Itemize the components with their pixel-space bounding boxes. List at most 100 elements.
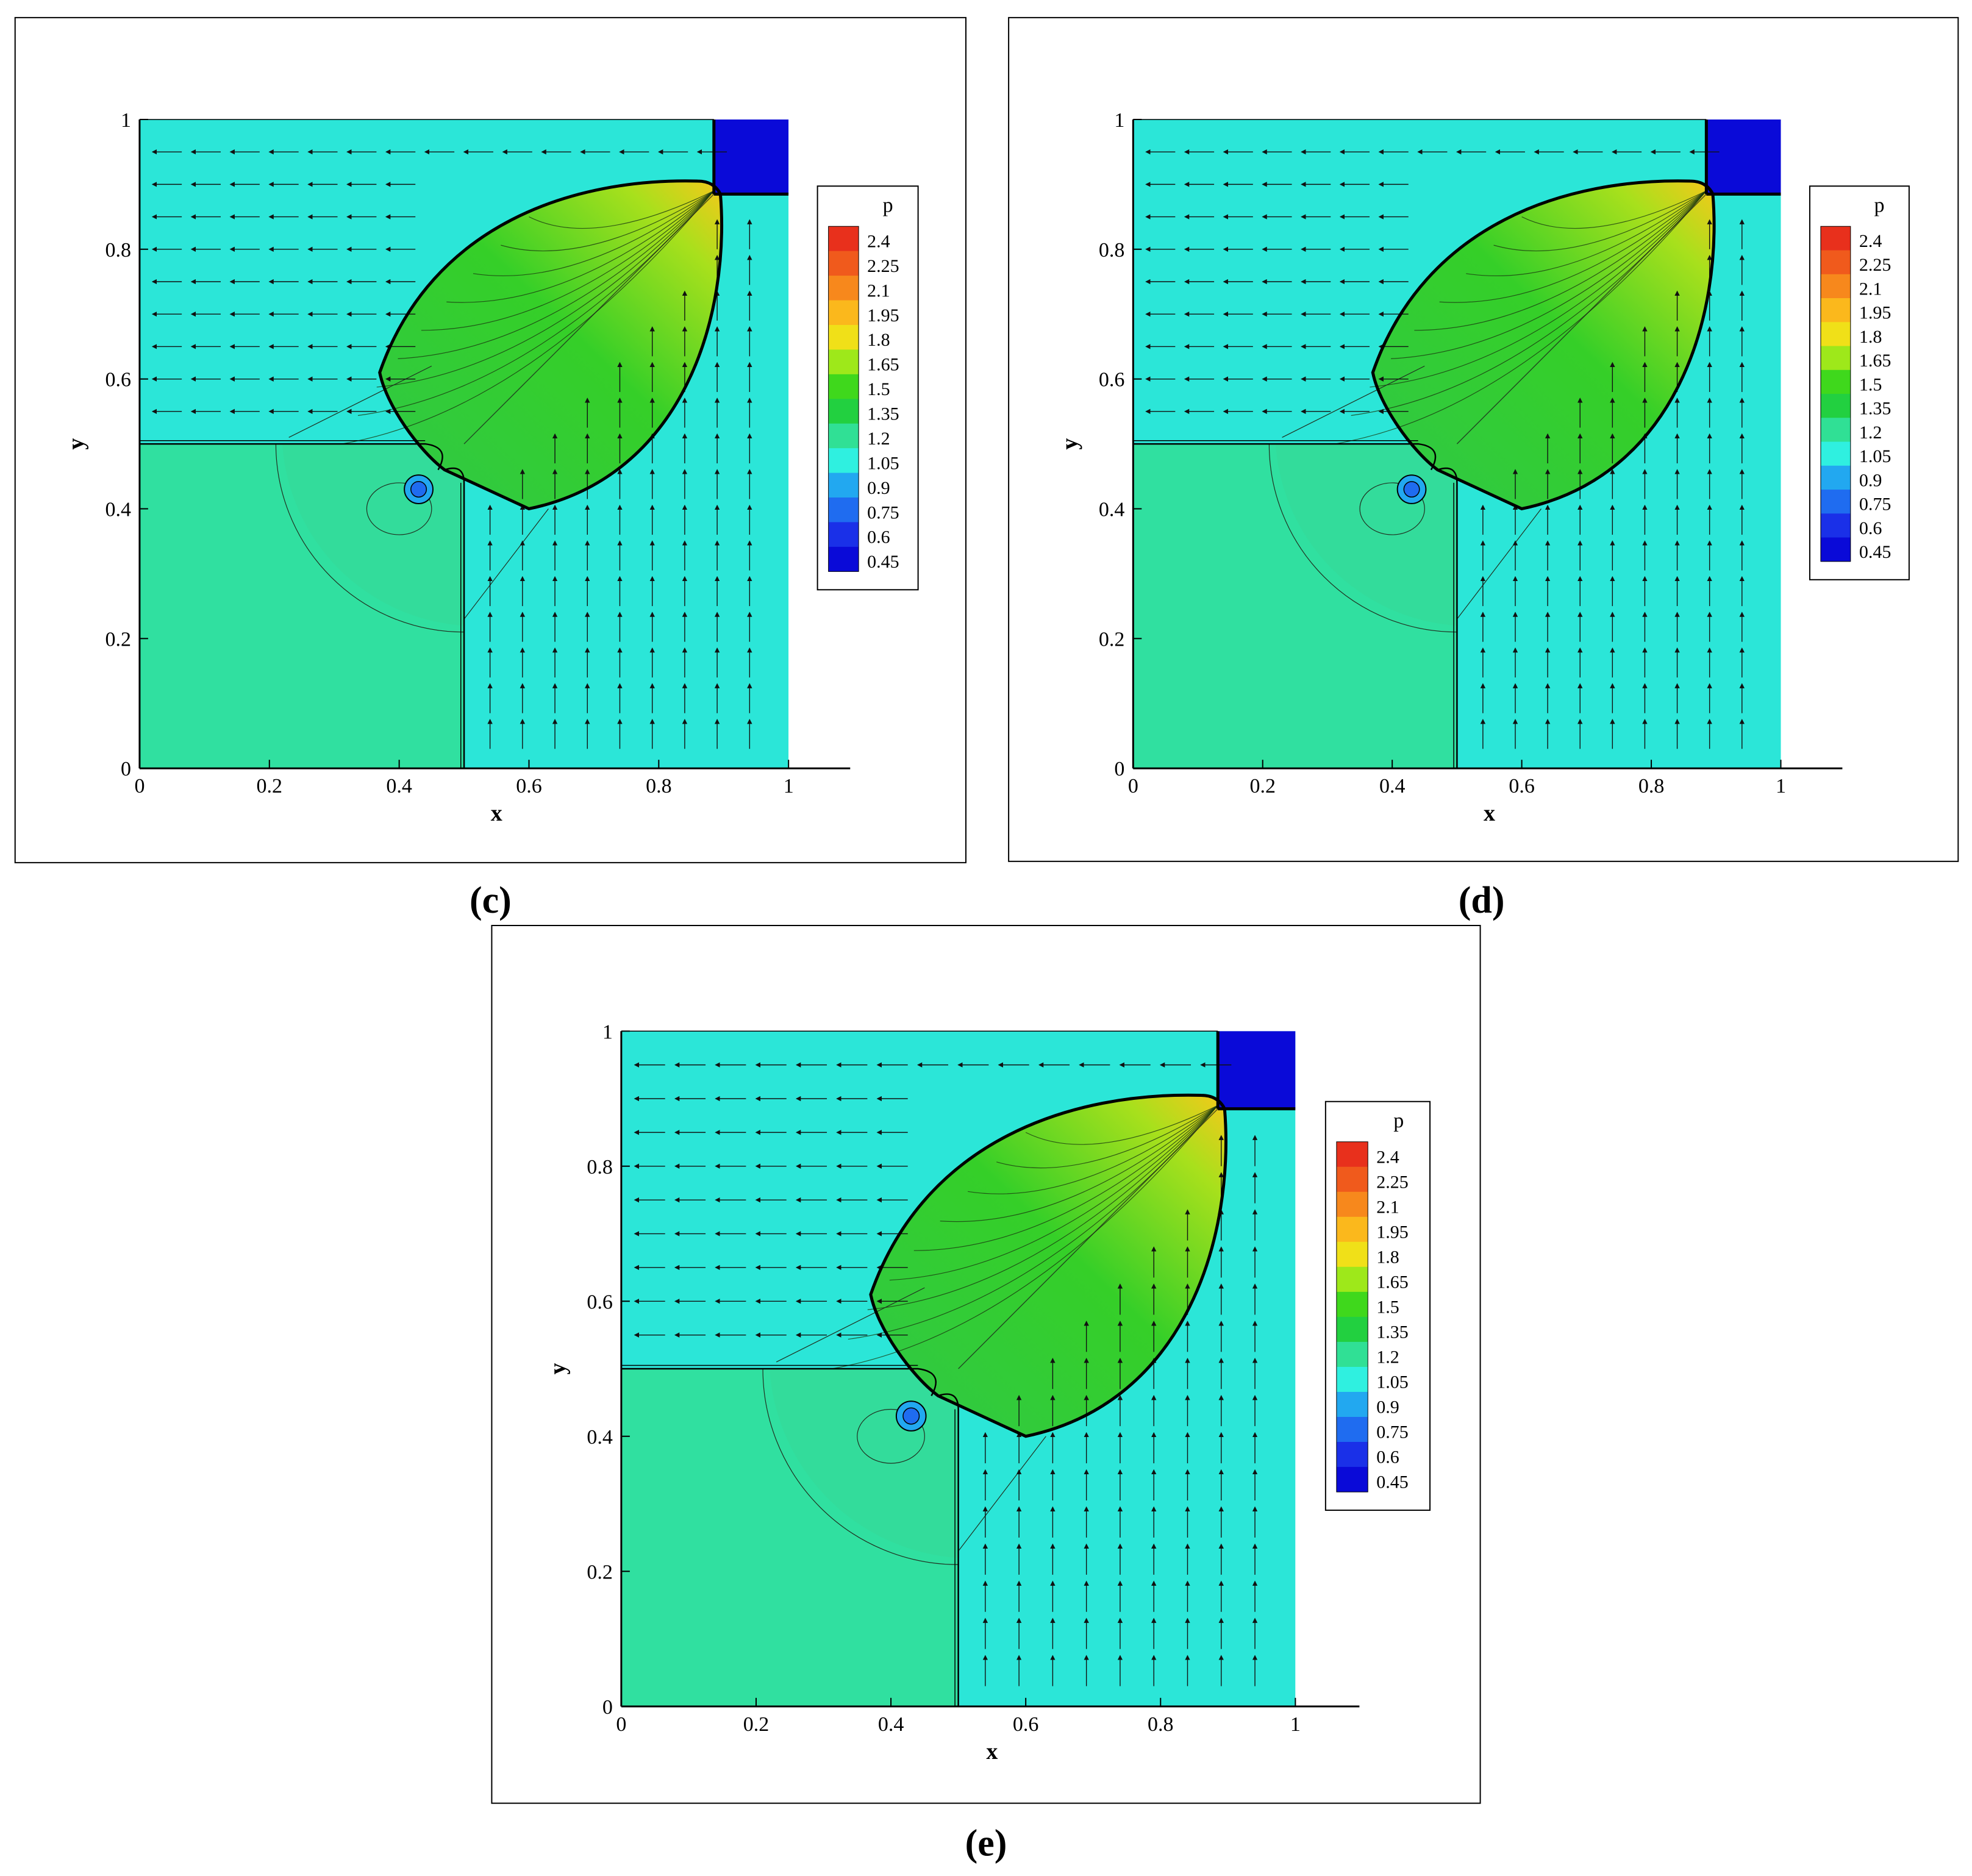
y-axis-label: y xyxy=(1057,438,1082,450)
x-tick-label: 0.6 xyxy=(516,775,542,797)
colorbar-swatch xyxy=(828,276,859,301)
colorbar-level-label: 1.8 xyxy=(867,330,890,350)
colorbar-level-label: 0.75 xyxy=(1859,494,1892,515)
colorbar-swatch xyxy=(1820,490,1851,514)
y-tick-label: 0.8 xyxy=(105,239,131,262)
contour-line xyxy=(1391,190,1707,359)
plot-area xyxy=(139,119,789,769)
y-tick-label: 0.2 xyxy=(587,1561,613,1583)
lens-region xyxy=(870,1095,1226,1436)
colorbar-level-label: 0.9 xyxy=(1859,470,1882,490)
vortex-center xyxy=(902,1407,920,1425)
colorbar-swatch xyxy=(1336,1467,1368,1493)
colorbar-level-label: 1.35 xyxy=(1376,1322,1409,1343)
contour-line xyxy=(446,190,715,303)
colorbar-level-label: 2.1 xyxy=(1859,279,1882,299)
colorbar-level-label: 1.5 xyxy=(867,379,890,399)
colorbar-level-label: 1.95 xyxy=(1376,1222,1409,1242)
colorbar-level-label: 1.65 xyxy=(867,355,899,375)
colorbar-level-label: 1.8 xyxy=(1376,1247,1399,1267)
colorbar-swatch xyxy=(1820,274,1851,299)
contour-line xyxy=(968,1105,1218,1194)
contour-line xyxy=(421,190,715,331)
colorbar-swatch xyxy=(1336,1341,1368,1368)
contour-line xyxy=(1025,1105,1218,1145)
y-tick-label: 0.8 xyxy=(587,1156,613,1179)
field-corner-block xyxy=(1706,119,1781,194)
y-tick-label: 0.6 xyxy=(1099,369,1125,391)
contour-wedge xyxy=(1282,365,1542,619)
colorbar-swatch xyxy=(828,349,859,375)
colorbar-level-label: 1.5 xyxy=(1376,1297,1399,1317)
panel-frame xyxy=(1008,16,1959,862)
colorbar-swatch xyxy=(1820,441,1851,466)
colorbar-swatch xyxy=(1336,1416,1368,1443)
colorbar-swatch xyxy=(1336,1216,1368,1243)
vortex-center xyxy=(1403,481,1420,498)
contour-line xyxy=(341,190,715,444)
colorbar-outline xyxy=(1336,1141,1368,1493)
velocity-arrows xyxy=(1145,149,1745,749)
contour-line xyxy=(867,1105,1218,1310)
x-tick-label: 0 xyxy=(616,1713,626,1736)
slip-line-horizontal xyxy=(621,1368,937,1396)
vortex-center xyxy=(410,481,427,498)
colorbar-level-label: 0.75 xyxy=(1376,1422,1409,1443)
y-axis-label: y xyxy=(545,1363,571,1375)
contour-line xyxy=(1521,190,1707,229)
corner-shock xyxy=(1704,119,1781,196)
colorbar-level-label: 0.75 xyxy=(867,502,899,522)
y-tick-label: 0 xyxy=(1114,758,1124,780)
colorbar-legend: p 2.4 2.25 2.1 1.95 1.8 1.65 1.5 1.35 1.2 1.05 0.9 0… xyxy=(1809,185,1910,580)
colorbar-swatch xyxy=(1820,418,1851,443)
contour-wedge xyxy=(776,1287,1046,1552)
colorbar-level-label: 1.5 xyxy=(1859,374,1882,394)
corner-shock xyxy=(1216,1031,1296,1111)
contour-wedge xyxy=(288,365,549,619)
shock-front xyxy=(869,1093,1227,1438)
colorbar-level-label: 0.45 xyxy=(867,552,899,572)
colorbar-level-label: 1.05 xyxy=(867,453,899,473)
field-corner-block xyxy=(713,119,789,194)
colorbar-level-label: 0.45 xyxy=(1376,1472,1409,1493)
panel-caption: (d) xyxy=(1459,880,1505,921)
x-tick-label: 0.6 xyxy=(1013,1713,1039,1736)
x-tick-label: 0.4 xyxy=(1379,775,1406,797)
colorbar-outline xyxy=(1820,226,1851,562)
colorbar-level-label: 0.9 xyxy=(1376,1397,1399,1418)
colorbar-level-label: 1.2 xyxy=(1859,423,1882,443)
lens-region xyxy=(379,180,722,509)
y-tick-label: 0.6 xyxy=(105,369,131,391)
slip-line-vertical xyxy=(1437,467,1458,769)
colorbar-swatch xyxy=(1820,298,1851,323)
x-axis-label: x xyxy=(1484,801,1495,826)
contour-line xyxy=(473,190,715,277)
x-axis-label: x xyxy=(986,1739,998,1764)
colorbar-level-label: 2.1 xyxy=(867,280,890,301)
colorbar-level-label: 1.05 xyxy=(1859,446,1892,466)
contour-line xyxy=(1414,190,1707,331)
colorbar-swatch xyxy=(1336,1241,1368,1268)
colorbar-swatch xyxy=(828,522,859,547)
x-axis-label: x xyxy=(491,801,502,826)
colorbar-level-label: 0.6 xyxy=(867,527,890,547)
colorbar-swatch xyxy=(1336,1316,1368,1343)
contour-line xyxy=(1335,190,1707,444)
contour-line xyxy=(1370,190,1707,388)
field-corner-block xyxy=(1218,1031,1296,1109)
contour-line xyxy=(1466,190,1707,277)
colorbar-swatch xyxy=(1820,394,1851,418)
contour-line xyxy=(889,1105,1218,1281)
colorbar-level-label: 1.95 xyxy=(867,305,899,326)
colorbar-swatch xyxy=(1820,322,1851,347)
slip-line-horizontal xyxy=(139,443,443,471)
colorbar-swatch xyxy=(828,324,859,350)
colorbar-level-label: 2.1 xyxy=(1376,1197,1399,1217)
contour-vortex-ring xyxy=(1359,482,1425,535)
colorbar-swatch xyxy=(1336,1291,1368,1318)
colorbar-legend: p 2.4 2.25 2.1 1.95 1.8 1.65 1.5 1.35 1.2 1.05 0.9 0… xyxy=(1324,1100,1431,1511)
contour-line xyxy=(1439,190,1707,303)
legend-title: p xyxy=(1393,1110,1404,1132)
colorbar-level-label: 1.65 xyxy=(1859,351,1892,371)
panel-caption: (c) xyxy=(470,880,512,921)
